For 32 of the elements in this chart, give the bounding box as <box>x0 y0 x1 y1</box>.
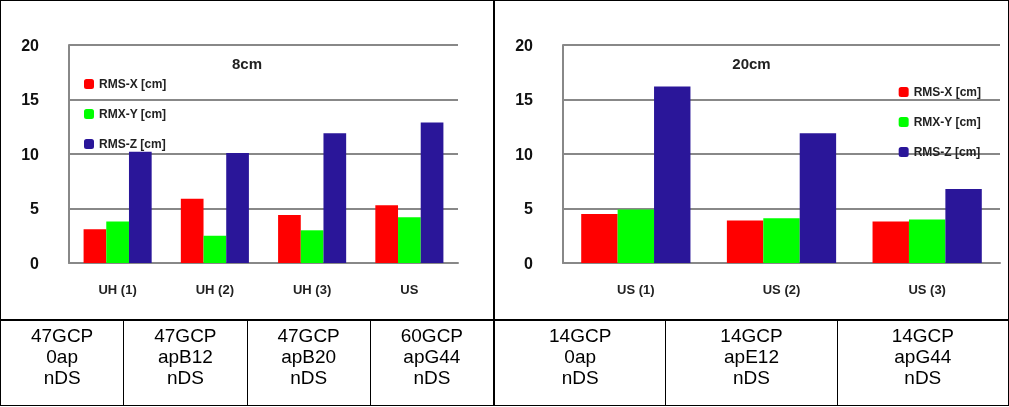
y-tick-label: 10 <box>515 145 534 163</box>
y-tick-label: 20 <box>515 36 534 54</box>
y-tick-label: 0 <box>30 254 40 272</box>
x-tick-label: US (1) <box>617 282 655 297</box>
legend-label: RMX-Y [cm] <box>913 115 981 129</box>
text: 14GCP apG44 nDS <box>836 321 1008 405</box>
x-tick-label: US (3) <box>908 282 946 297</box>
y-tick-label: 5 <box>524 200 534 217</box>
text: 47GCP 0ap nDS <box>29 324 95 390</box>
legend-label: RMS-X [cm] <box>99 77 167 91</box>
x-tick-label: UH (3) <box>292 282 332 297</box>
legend-label: RMS-Z [cm] <box>913 145 981 159</box>
text: 47GCP apB12 nDS <box>123 321 247 405</box>
x-tick-label: UH (1) <box>98 282 137 297</box>
legend-label: RMX-Y [cm] <box>99 107 167 121</box>
x-tick-label: US (2) <box>762 282 801 297</box>
legend-label: RMS-X [cm] <box>913 85 982 99</box>
text: 14GCP apE12 nDS <box>665 321 837 405</box>
text: 20cm <box>732 55 771 72</box>
y-tick-label: 15 <box>515 91 534 108</box>
y-tick-label: 20 <box>21 36 40 54</box>
text: 14GCP 0ap nDS <box>548 324 613 390</box>
text: 8cm <box>231 55 263 72</box>
x-tick-label: US <box>400 282 419 297</box>
y-tick-label: 15 <box>21 91 40 108</box>
y-tick-label: 5 <box>30 200 40 217</box>
legend-label: RMS-Z [cm] <box>99 137 166 151</box>
y-tick-label: 0 <box>524 254 534 272</box>
x-tick-label: UH (2) <box>195 282 235 297</box>
text: 47GCP apB20 nDS <box>246 321 370 405</box>
y-tick-label: 10 <box>21 145 40 163</box>
text: 60GCP apG44 nDS <box>369 321 493 405</box>
